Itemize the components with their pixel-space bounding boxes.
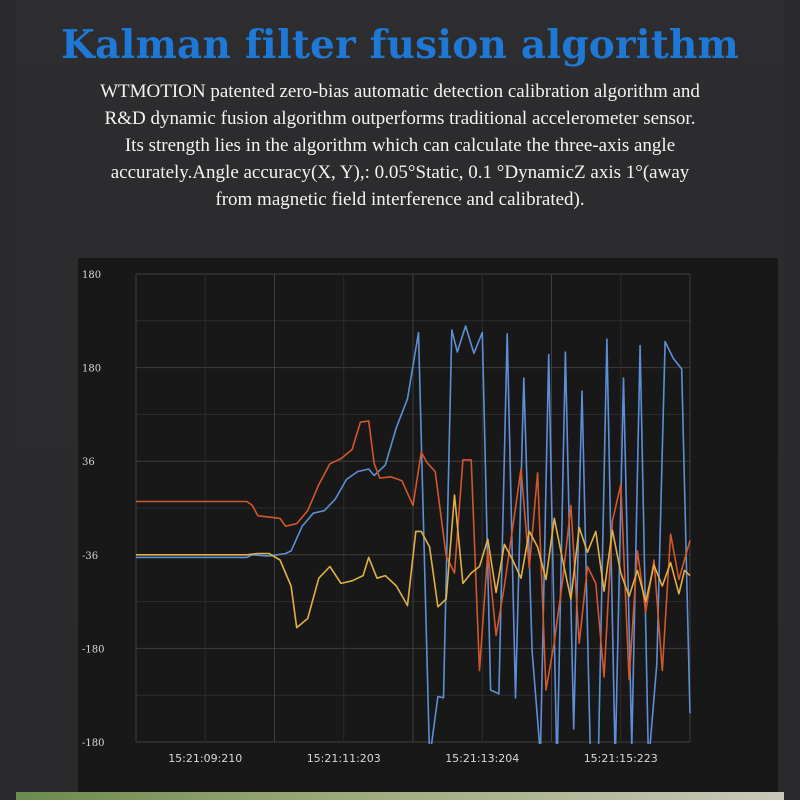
x-tick-label: 15:21:09:210 xyxy=(168,752,242,765)
series-line-2 xyxy=(136,420,691,691)
description-text: WTMOTION patented zero-bias automatic de… xyxy=(100,81,700,210)
page-title: Kalman filter fusion algorithm xyxy=(60,22,740,68)
x-tick-label: 15:21:11:203 xyxy=(307,752,381,765)
y-tick-label: -36 xyxy=(82,551,98,562)
y-tick-label: 180 xyxy=(82,270,101,281)
y-tick-label: 36 xyxy=(82,457,95,468)
x-tick-label: 15:21:15:223 xyxy=(584,752,658,765)
y-tick-label: -180 xyxy=(82,738,104,749)
y-tick-label: 180 xyxy=(82,364,101,375)
bottom-photo-strip xyxy=(16,792,784,800)
chart-panel: 180 180 36 -36 -180 -180 15:21:09:210 15:21:11:… xyxy=(78,258,778,792)
y-tick-label: -180 xyxy=(82,644,104,655)
series-line-1 xyxy=(136,325,691,744)
x-tick-label: 15:21:13:204 xyxy=(445,752,519,765)
line-chart: 180 180 36 -36 -180 -180 15:21:09:210 15:21:11:… xyxy=(82,270,691,765)
series-line-3 xyxy=(136,494,691,629)
